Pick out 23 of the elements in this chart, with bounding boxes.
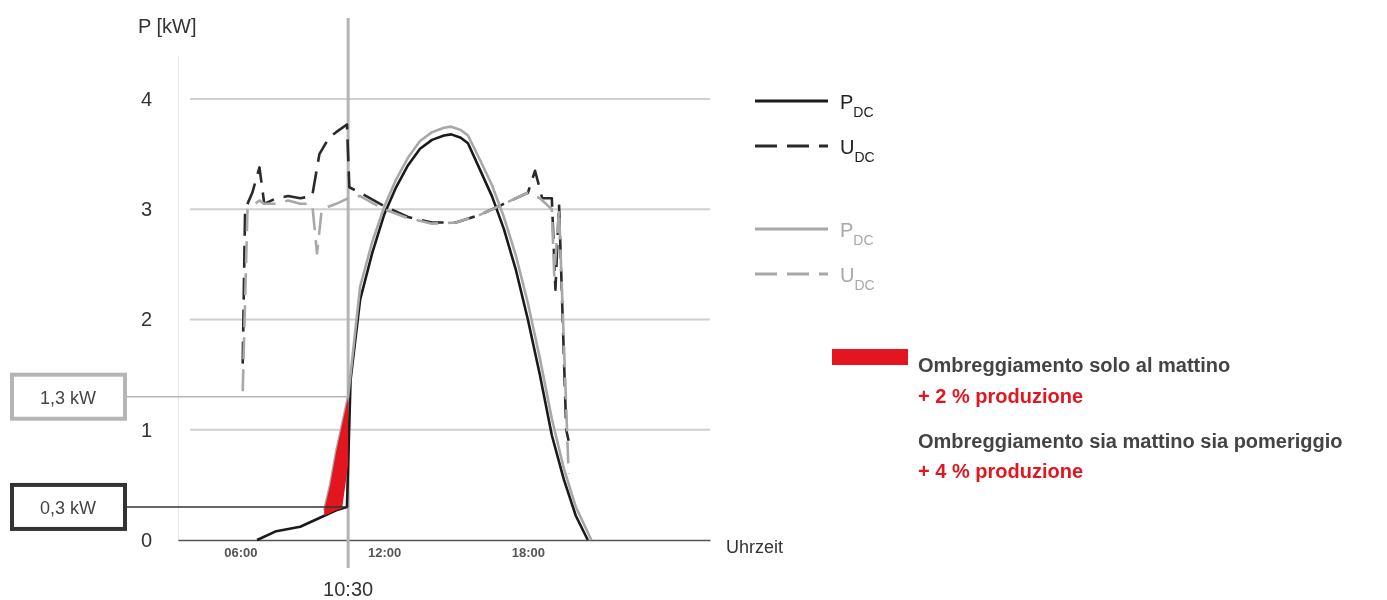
text: + 4 % produzione — [918, 460, 1084, 482]
legend-label: P$_{DC}$ — [840, 219, 874, 248]
x-axis-title: Uhrzeit — [726, 537, 784, 557]
y-tick-label: 0 — [140, 528, 152, 551]
y-tick-label: 1 — [140, 418, 152, 441]
y-tick-label: 4 — [140, 87, 152, 110]
x-tick-label: 18:00 — [511, 545, 545, 561]
ref-line-label: 1,3 kW — [39, 387, 97, 408]
y-tick-label: 3 — [140, 198, 152, 221]
x-tick-label: 06:00 — [224, 545, 258, 561]
legend-label: U$_{DC}$ — [840, 264, 875, 293]
line-series — [255, 133, 590, 542]
ref-line-label: 0,3 kW — [39, 497, 97, 518]
line-series — [241, 123, 570, 443]
y-axis-title: P [kW] — [138, 15, 197, 37]
y-tick-label: 2 — [140, 308, 152, 331]
legend-label: Ombreggiamento solo al mattino — [918, 354, 1231, 376]
text: Ombreggiamento sia mattino sia pomeriggio — [918, 430, 1343, 452]
ref-line-label: 10:30 — [323, 578, 374, 600]
text: + 2 % produzione — [918, 385, 1084, 407]
legend-label: P$_{DC}$ — [840, 91, 874, 120]
x-tick-label: 12:00 — [367, 545, 402, 561]
legend-label: U$_{DC}$ — [840, 136, 875, 165]
